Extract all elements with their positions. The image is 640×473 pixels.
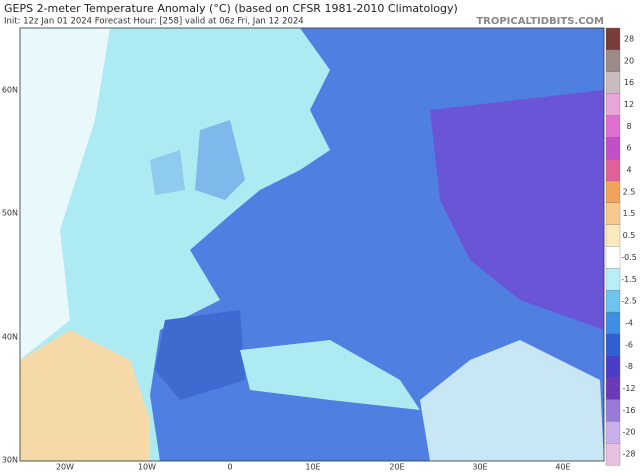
colorbar-label: -28 [622,450,635,459]
map [20,28,604,461]
colorbar-label: 16 [624,78,634,87]
colorbar-swatch [605,421,621,444]
lon-label: 10E [305,463,320,472]
colorbar-label: 6 [626,144,631,153]
subtitle: Init: 12z Jan 01 2024 Forecast Hour: [25… [4,17,304,27]
colorbar-label: 20 [624,56,634,65]
colorbar-label: -4 [625,318,633,327]
colorbar-label: -8 [625,362,633,371]
colorbar-swatch [605,180,621,204]
colorbar-swatch [605,399,621,422]
east-mediterranean [420,340,604,461]
lon-label: 10W [138,463,156,472]
colorbar-swatch [605,115,621,138]
colorbar-swatch [605,246,621,269]
atlantic-neutral [20,28,110,360]
colorbar-swatch [605,202,621,226]
colorbar-label: 0.5 [623,231,636,240]
colorbar-label: -16 [622,406,635,415]
colorbar-swatch [605,27,621,51]
colorbar-label: -1.5 [621,275,637,284]
colorbar-label: 2.5 [623,187,636,196]
colorbar-label: -20 [622,428,635,437]
mediterranean-sea [240,340,420,410]
ireland [150,150,185,195]
colorbar-swatch [605,93,621,116]
lat-label: 30N [2,456,18,465]
lon-label: 20W [56,463,74,472]
colorbar-swatch [605,224,621,247]
lat-label: 40N [2,333,18,342]
colorbar-swatch [605,311,621,335]
lon-label: 30E [472,463,487,472]
colorbar-label: 28 [624,34,634,43]
lat-label: 60N [2,86,18,95]
lon-label: 20E [389,463,404,472]
colorbar-swatch [605,137,621,160]
lat-label: 50N [2,209,18,218]
title: GEPS 2-meter Temperature Anomaly (°C) (b… [4,2,458,15]
colorbar-label: -12 [622,384,635,393]
colorbar-swatch [605,268,621,291]
warm-anomaly [20,330,150,461]
colorbar-label: -0.5 [621,253,637,262]
watermark: TROPICALTIDBITS.COM [476,16,604,27]
colorbar-label: 8 [626,122,631,131]
lon-label: 40E [555,463,570,472]
britain [195,120,245,200]
colorbar-swatch [605,442,621,466]
colorbar-label: 12 [624,100,634,109]
colorbar-label: 1.5 [623,209,636,218]
iberia [155,310,245,400]
colorbar-swatch [605,49,621,73]
map-frame [19,27,605,462]
strong-cold-anomaly [430,90,604,330]
colorbar-label: -2.5 [621,297,637,306]
colorbar-swatch [605,377,621,400]
colorbar-swatch [605,355,621,379]
colorbar-swatch [605,71,621,94]
colorbar-label: -6 [625,340,633,349]
lon-label: 0 [227,463,232,472]
colorbar-swatch [605,158,621,182]
colorbar-swatch [605,333,621,357]
colorbar-swatch [605,290,621,313]
colorbar-label: 4 [626,166,631,175]
